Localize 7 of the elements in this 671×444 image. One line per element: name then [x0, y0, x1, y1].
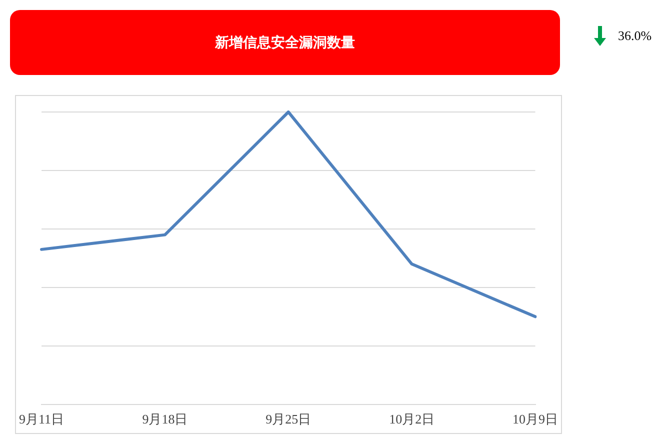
x-tick-label: 10月2日: [389, 412, 435, 427]
x-tick-label: 9月11日: [18, 412, 64, 427]
x-tick-label: 9月25日: [266, 412, 312, 427]
x-tick-label: 10月9日: [512, 412, 558, 427]
x-tick-label: 9月18日: [142, 412, 188, 427]
chart-title: 新增信息安全漏洞数量: [10, 10, 560, 75]
text: 36.0%: [618, 28, 652, 44]
